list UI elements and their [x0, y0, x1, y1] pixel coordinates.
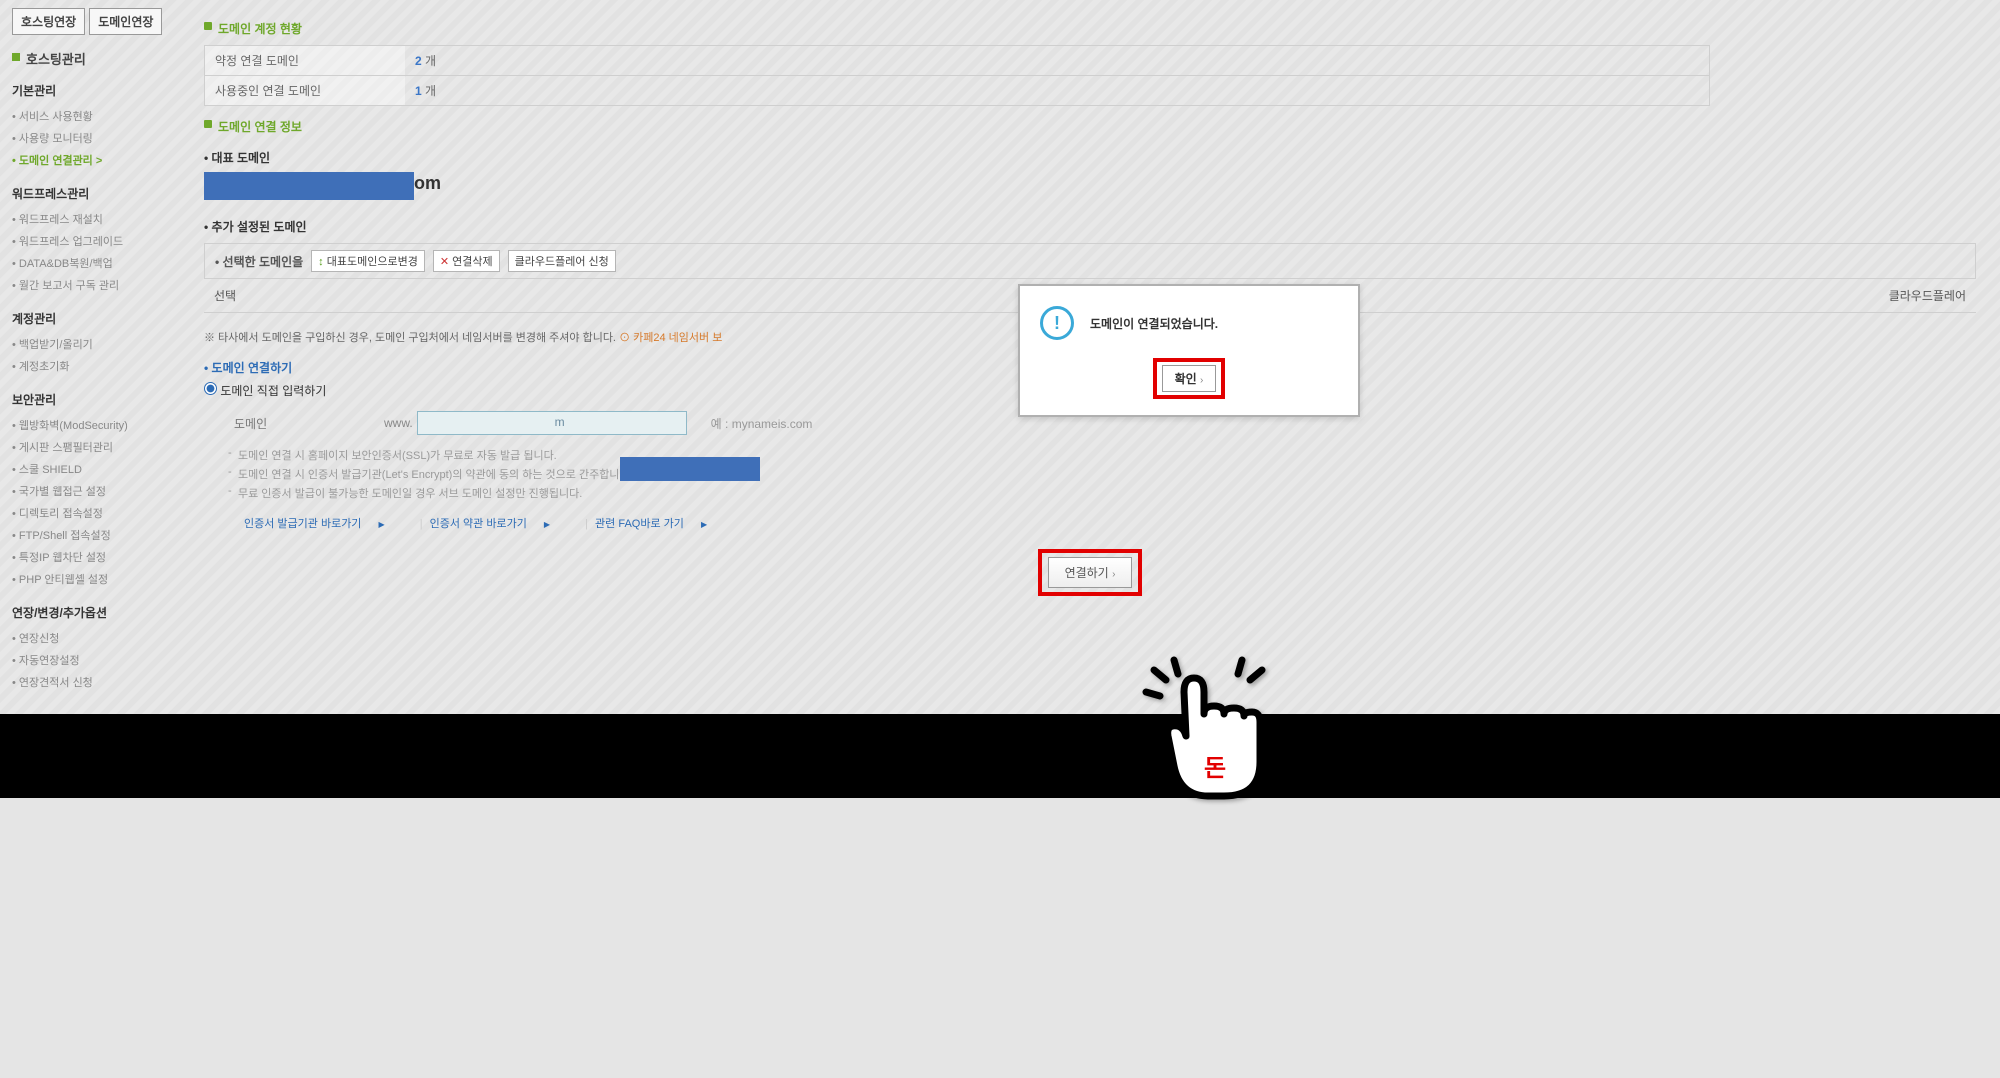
sidebar-item[interactable]: • 국가별 웹접근 설정 — [12, 480, 168, 502]
bottom-bar — [0, 714, 2000, 798]
sidebar-item[interactable]: • 계정초기화 — [12, 355, 168, 377]
sidebar-item[interactable]: • PHP 안티웹셸 설정 — [12, 568, 168, 590]
ssl-notes: 도메인 연결 시 홈페이지 보안인증서(SSL)가 무료로 자동 발급 됩니다.… — [228, 447, 1976, 501]
note-item: 도메인 연결 시 홈페이지 보안인증서(SSL)가 무료로 자동 발급 됩니다. — [228, 447, 1976, 463]
redacted-input — [620, 457, 760, 481]
sidebar-item[interactable]: • 특정IP 웹차단 설정 — [12, 546, 168, 568]
sidebar-item[interactable]: • 스쿨 SHIELD — [12, 458, 168, 480]
sidebar-item[interactable]: • 서비스 사용현황 — [12, 105, 168, 127]
domain-input-suffix: m — [555, 415, 565, 429]
domain-prefix: www. — [384, 416, 413, 430]
sidebar-category: 기본관리 — [12, 82, 168, 99]
brand-link[interactable]: ⊙ 카페24 네임서버 보 — [619, 332, 722, 344]
sidebar-item[interactable]: • 도메인 연결관리 > — [12, 149, 168, 171]
status-label: 약정 연결 도메인 — [205, 46, 405, 75]
connect-button[interactable]: 연결하기 › — [1048, 557, 1133, 588]
domain-actions-row: • 선택한 도메인을 ↕ 대표도메인으로변경 ✕ 연결삭제 클라우드플레어 신청 — [204, 243, 1976, 279]
domain-hint: 예 : mynameis.com — [711, 415, 813, 432]
domain-input-radio[interactable] — [204, 382, 217, 395]
section-domain-status-title: 도메인 계정 현황 — [204, 20, 1976, 37]
delete-connection-button[interactable]: ✕ 연결삭제 — [433, 250, 500, 272]
sidebar-item[interactable]: • 워드프레스 재설치 — [12, 208, 168, 230]
sidebar-item[interactable]: • 연장신청 — [12, 627, 168, 649]
sidebar-category: 보안관리 — [12, 391, 168, 408]
status-unit: 개 — [425, 84, 436, 98]
cloudflare-apply-button[interactable]: 클라우드플레어 신청 — [508, 250, 616, 272]
sidebar-item[interactable]: • 자동연장설정 — [12, 649, 168, 671]
tab-domain-extension[interactable]: 도메인연장 — [89, 8, 162, 35]
set-primary-button[interactable]: ↕ 대표도메인으로변경 — [311, 250, 425, 272]
domain-field-label: 도메인 — [204, 415, 384, 432]
th-select: 선택 — [214, 287, 314, 304]
domain-input-radio-label[interactable]: 도메인 직접 입력하기 — [204, 384, 326, 398]
dialog-message: 도메인이 연결되었습니다. — [1090, 315, 1218, 332]
sidebar-item[interactable]: • FTP/Shell 접속설정 — [12, 524, 168, 546]
confirmation-dialog: ! 도메인이 연결되었습니다. 확인 › — [1018, 284, 1360, 417]
sidebar-item[interactable]: • 연장견적서 신청 — [12, 671, 168, 693]
section-domain-info-title: 도메인 연결 정보 — [204, 118, 1976, 135]
sidebar-item[interactable]: • 웹방화벽(ModSecurity) — [12, 414, 168, 436]
main-content: 도메인 계정 현황 약정 연결 도메인 2 개 사용중인 연결 도메인 1 개 … — [180, 0, 2000, 714]
sidebar-category: 연장/변경/추가옵션 — [12, 604, 168, 621]
status-row: 약정 연결 도메인 2 개 — [205, 46, 1709, 76]
sidebar: 호스팅연장 도메인연장 호스팅관리 기본관리 • 서비스 사용현황• 사용량 모니… — [0, 0, 180, 714]
sidebar-item[interactable]: • 백업받기/올리기 — [12, 333, 168, 355]
sidebar-item[interactable]: • 게시판 스팸필터관리 — [12, 436, 168, 458]
link-faq[interactable]: 관련 FAQ바로 가기 ▶ — [595, 518, 721, 530]
note-item: 무료 인증서 발급이 불가능한 도메인일 경우 서브 도메인 설정만 진행됩니다… — [228, 485, 1976, 501]
status-label: 사용중인 연결 도메인 — [205, 76, 405, 105]
sidebar-category: 계정관리 — [12, 310, 168, 327]
selected-domain-label: • 선택한 도메인을 — [215, 253, 303, 270]
status-value: 2 — [415, 54, 422, 68]
status-value: 1 — [415, 84, 422, 98]
help-links: 인증서 발급기관 바로가기 ▶ | 인증서 약관 바로가기 ▶ | 관련 FAQ… — [244, 515, 1976, 531]
status-table: 약정 연결 도메인 2 개 사용중인 연결 도메인 1 개 — [204, 45, 1710, 106]
dialog-button-highlight: 확인 › — [1153, 358, 1226, 399]
link-cert-terms[interactable]: 인증서 약관 바로가기 ▶ — [430, 518, 564, 530]
sidebar-item[interactable]: • 월간 보고서 구독 관리 — [12, 274, 168, 296]
connect-button-highlight: 연결하기 › — [1038, 549, 1143, 596]
dialog-confirm-button[interactable]: 확인 › — [1162, 365, 1217, 392]
added-domain-label: • 추가 설정된 도메인 — [204, 218, 1976, 235]
sidebar-title: 호스팅관리 — [12, 49, 168, 68]
sidebar-item[interactable]: • DATA&DB복원/백업 — [12, 252, 168, 274]
sidebar-item[interactable]: • 디렉토리 접속설정 — [12, 502, 168, 524]
sidebar-category: 워드프레스관리 — [12, 185, 168, 202]
status-row: 사용중인 연결 도메인 1 개 — [205, 76, 1709, 105]
th-cloudflare: 클라우드플레어 — [1806, 287, 1966, 304]
link-cert-authority[interactable]: 인증서 발급기관 바로가기 ▶ — [244, 518, 399, 530]
info-icon: ! — [1040, 306, 1074, 340]
status-unit: 개 — [425, 54, 436, 68]
redacted-domain — [204, 172, 414, 200]
main-domain-label: • 대표 도메인 — [204, 149, 1976, 166]
sidebar-item[interactable]: • 사용량 모니터링 — [12, 127, 168, 149]
sidebar-item[interactable]: • 워드프레스 업그레이드 — [12, 230, 168, 252]
tab-hosting-extension[interactable]: 호스팅연장 — [12, 8, 85, 35]
main-domain-value: om — [204, 172, 1976, 200]
note-item: 도메인 연결 시 인증서 발급기관(Let's Encrypt)의 약관에 동의… — [228, 466, 1976, 482]
domain-input[interactable] — [417, 411, 687, 435]
